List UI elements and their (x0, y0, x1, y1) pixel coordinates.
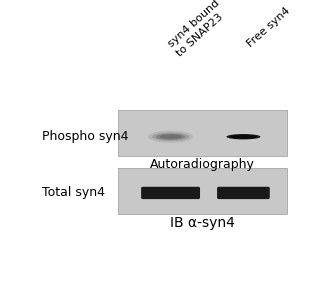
Ellipse shape (156, 134, 185, 140)
Ellipse shape (152, 132, 189, 141)
Bar (118, 168, 287, 214)
Ellipse shape (229, 135, 257, 139)
Text: Total syn4: Total syn4 (42, 186, 105, 199)
Text: Free syn4: Free syn4 (245, 6, 292, 49)
FancyBboxPatch shape (141, 187, 200, 199)
Bar (118, 110, 287, 156)
Text: IB α-syn4: IB α-syn4 (170, 216, 235, 230)
FancyBboxPatch shape (217, 187, 270, 199)
Ellipse shape (160, 134, 182, 139)
Text: Autoradiography: Autoradiography (150, 158, 255, 171)
Text: Phospho syn4: Phospho syn4 (42, 130, 129, 143)
Ellipse shape (148, 131, 193, 143)
Ellipse shape (226, 134, 260, 139)
Text: syn4 bound
to SNAP23: syn4 bound to SNAP23 (167, 0, 230, 58)
